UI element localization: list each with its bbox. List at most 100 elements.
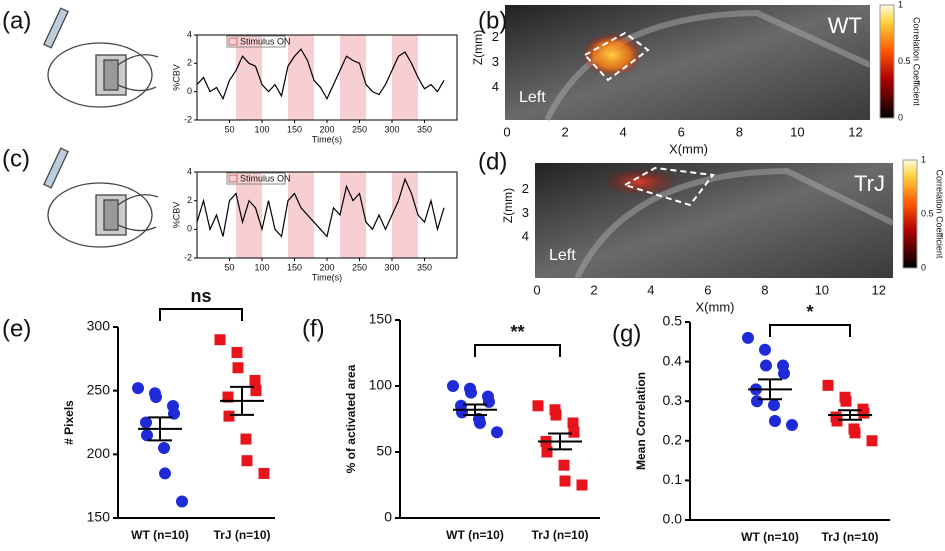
sem-bar [758,378,782,401]
y-tick-label: 250 [87,381,111,397]
x-tick-label: 12 [848,124,862,139]
legend-label: Stimulus ON [240,36,291,46]
legend-swatch [228,37,238,46]
cbv-trace [196,177,445,238]
side-label: Left [519,89,546,106]
y-tick-label: 0.4 [663,352,683,368]
significance-label: * [806,302,813,322]
y-tick-label: -2 [184,114,192,124]
significance-label: ** [510,322,524,342]
data-point [456,406,468,419]
colorbar-tick-label: 1 [921,154,926,164]
data-point [491,426,503,439]
significance-bracket [159,308,243,321]
x-tick-label: TrJ (n=10) [213,528,270,542]
data-point [576,479,588,491]
panel-label: (e) [2,315,31,342]
data-point [250,385,262,397]
mouse-c [43,147,159,248]
y-axis-label: Z(mm) [471,30,485,65]
stimulus-band [392,172,418,258]
x-tick-label: 4 [620,124,627,139]
stimulus-band [392,35,418,120]
x-tick-label: WT (n=10) [131,528,189,542]
x-tick-label: 50 [224,262,234,272]
x-tick-label: 2 [561,124,568,139]
x-tick-label: 0 [533,282,540,297]
legend-box [226,35,286,48]
data-point [558,459,570,471]
x-axis-label: Time(s) [312,272,342,282]
data-point [474,416,486,429]
x-tick-label: TrJ (n=10) [531,528,588,542]
data-point [786,418,798,431]
significance-bracket [769,324,851,337]
colorbar-tick-label: 0.5 [921,208,934,218]
y-tick-label: 150 [369,311,393,327]
panel-label: (d) [478,148,507,175]
x-tick-label: 300 [384,262,399,272]
x-tick-label: 8 [736,124,743,139]
data-point [214,334,226,346]
y-tick-label: -2 [184,252,192,262]
data-point [532,400,544,412]
stimulus-band [340,172,366,258]
x-tick-label: TrJ (n=10) [821,530,878,544]
x-tick-label: 200 [319,124,334,134]
data-point [559,475,571,487]
sem-bar [548,432,572,451]
y-tick-label: 2 [522,181,529,196]
sem-bar [838,409,862,421]
data-point [840,395,852,407]
data-point [483,395,495,408]
colorbar-tick-label: 0 [898,112,903,122]
y-tick-label: 4 [492,79,499,94]
x-tick-label: 8 [761,282,768,297]
y-tick-label: 200 [87,445,111,461]
y-axis-label: % of activated area [344,364,358,473]
y-tick-label: 2 [492,29,499,44]
stimulus-band [340,35,366,120]
colorbar [902,159,918,269]
cbv-trace [196,48,445,101]
x-tick-label: 100 [254,124,269,134]
legend-label: Stimulus ON [240,173,291,183]
x-tick-label: WT (n=10) [446,528,504,542]
data-point [240,433,252,445]
panel-tag: WT [828,13,862,38]
data-point [831,415,843,427]
panel-tag: TrJ [854,171,885,196]
x-tick-label: 50 [224,124,234,134]
y-tick-label: 0.5 [663,313,683,329]
data-point [568,426,580,438]
legend-box [226,172,286,185]
y-tick-label: 0 [384,509,392,525]
y-axis-label: Mean Correlation [634,372,648,470]
significance-label: ns [190,286,211,306]
colorbar-tick-label: 0 [921,262,926,272]
x-tick-label: 100 [254,262,269,272]
data-point [141,429,153,442]
y-tick-label: 0.1 [663,471,683,487]
x-tick-label: WT (n=10) [741,530,799,544]
data-point [140,416,152,429]
y-tick-label: 3 [522,205,529,220]
colorbar-label: Correlation Coefficient [912,17,922,106]
x-tick-label: 250 [352,262,367,272]
x-tick-label: 2 [590,282,597,297]
data-point [768,399,780,412]
x-axis-label: Time(s) [312,134,342,144]
x-tick-label: 300 [384,124,399,134]
panel-label: (f) [302,315,325,342]
data-point [447,380,459,392]
roi-box [583,31,650,82]
y-tick-label: 150 [87,509,111,525]
sem-bar [463,403,487,417]
y-tick-label: 4 [522,229,529,244]
data-point [231,346,243,358]
y-tick-label: 0.2 [663,432,683,448]
data-point [150,391,162,404]
panel-label: (c) [2,145,30,172]
data-point [132,382,144,395]
